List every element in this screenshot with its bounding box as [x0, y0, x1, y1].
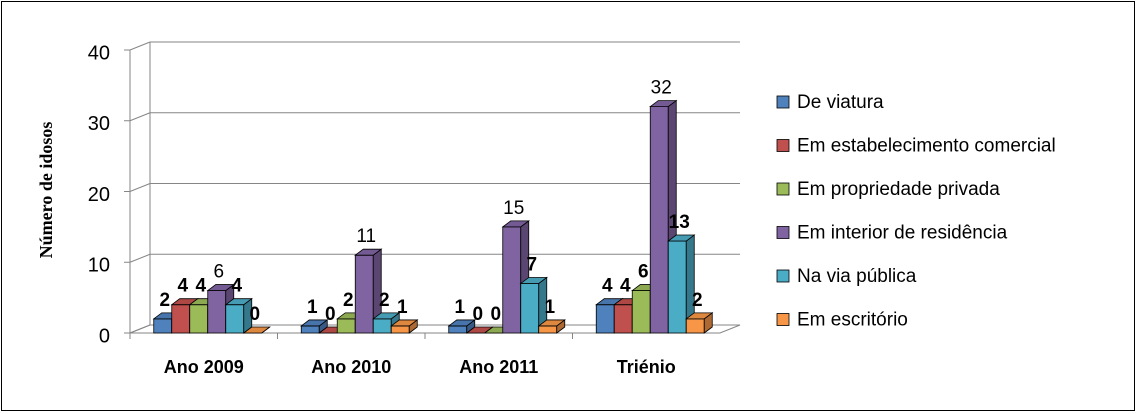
x-tick-label: Triénio	[617, 357, 676, 377]
data-label: 4	[195, 276, 206, 297]
bar	[224, 297, 253, 334]
bar	[242, 326, 271, 334]
data-label: 0	[490, 304, 501, 325]
x-tick-label: Ano 2010	[311, 357, 391, 377]
legend-swatch	[776, 182, 790, 196]
legend-swatch	[776, 139, 790, 152]
bar-face	[613, 304, 633, 334]
data-label: 2	[379, 290, 390, 311]
data-label: 13	[669, 212, 690, 233]
y-tick-label: 10	[88, 255, 110, 277]
bar-face	[685, 318, 705, 334]
data-label: 15	[503, 198, 524, 219]
bar-face	[242, 326, 271, 334]
bar-face	[300, 319, 329, 327]
bar	[300, 319, 329, 334]
bar	[519, 276, 548, 334]
bar-face	[372, 312, 401, 320]
data-label: 4	[177, 276, 188, 297]
data-label: 2	[343, 290, 354, 311]
y-tick-label: 20	[88, 184, 110, 206]
legend-label: Em estabelecimento comercial	[797, 136, 1056, 157]
bar-face	[595, 304, 615, 334]
bar-face	[520, 283, 540, 334]
bar-face	[225, 304, 245, 334]
bar-face	[224, 298, 253, 306]
bar-face	[537, 319, 566, 327]
bar-face	[300, 325, 320, 334]
grid-line	[129, 324, 151, 334]
y-tick-label: 30	[88, 113, 110, 135]
data-label: 6	[638, 262, 649, 283]
legend-label: Na via pública	[797, 266, 917, 287]
bar-face	[501, 220, 530, 228]
bar-face	[354, 254, 374, 334]
x-tick-label: Ano 2009	[164, 357, 244, 377]
bar-face	[189, 304, 209, 334]
data-label: 2	[692, 290, 703, 311]
data-label: 6	[213, 262, 224, 283]
legend-label: Em propriedade privada	[797, 179, 1000, 200]
bar-face	[649, 106, 669, 334]
data-label: 4	[231, 276, 242, 297]
legend-label: Em interior de residência	[797, 223, 1008, 244]
grid-line	[129, 183, 151, 192]
bar-face	[354, 248, 383, 256]
grid-line	[129, 41, 151, 51]
y-tick-label: 0	[99, 325, 110, 347]
data-label: 0	[325, 304, 336, 325]
bar	[537, 319, 566, 334]
bar-face	[667, 240, 687, 334]
bar-face	[519, 277, 548, 284]
bar	[354, 248, 383, 334]
data-label: 7	[526, 254, 537, 275]
bar-face	[171, 304, 191, 334]
data-label: 1	[544, 297, 555, 318]
grid-line	[129, 112, 151, 122]
bar-face	[336, 318, 356, 334]
x-tick-label: Ano 2011	[459, 357, 538, 377]
bar-face	[538, 325, 558, 334]
data-label: 1	[397, 297, 408, 318]
bar	[685, 312, 714, 334]
data-label: 2	[159, 290, 170, 311]
y-tick-label: 40	[88, 42, 110, 64]
bar-face	[649, 100, 678, 107]
bar-face	[631, 290, 651, 334]
data-label: 4	[602, 276, 613, 297]
legend-label: De viatura	[797, 92, 884, 113]
bar	[667, 234, 696, 334]
bar-face	[153, 318, 173, 334]
grid-line	[129, 253, 151, 263]
bar-face	[207, 290, 227, 334]
bar-face	[206, 284, 235, 291]
bar-face	[372, 318, 392, 334]
y-axis-label: Número de idosos	[36, 122, 56, 259]
bar-face	[667, 234, 696, 242]
bar-face	[502, 226, 522, 334]
bar-face	[390, 325, 410, 334]
data-label: 1	[307, 297, 318, 318]
bar-face	[685, 312, 714, 320]
data-label: 32	[651, 78, 672, 99]
data-label: 1	[454, 297, 465, 318]
legend-swatch	[776, 226, 790, 239]
legend-swatch	[776, 269, 790, 283]
bar-face	[448, 325, 468, 334]
legend-swatch	[776, 313, 790, 326]
data-label: 0	[249, 304, 260, 325]
bar-face	[390, 319, 419, 327]
data-label: 0	[472, 304, 483, 325]
legend-label: Em escritório	[797, 310, 908, 331]
data-label: 11	[356, 226, 376, 247]
bar-face	[447, 319, 476, 327]
legend-swatch	[776, 95, 790, 109]
data-label: 4	[620, 276, 631, 297]
bar	[390, 319, 419, 334]
